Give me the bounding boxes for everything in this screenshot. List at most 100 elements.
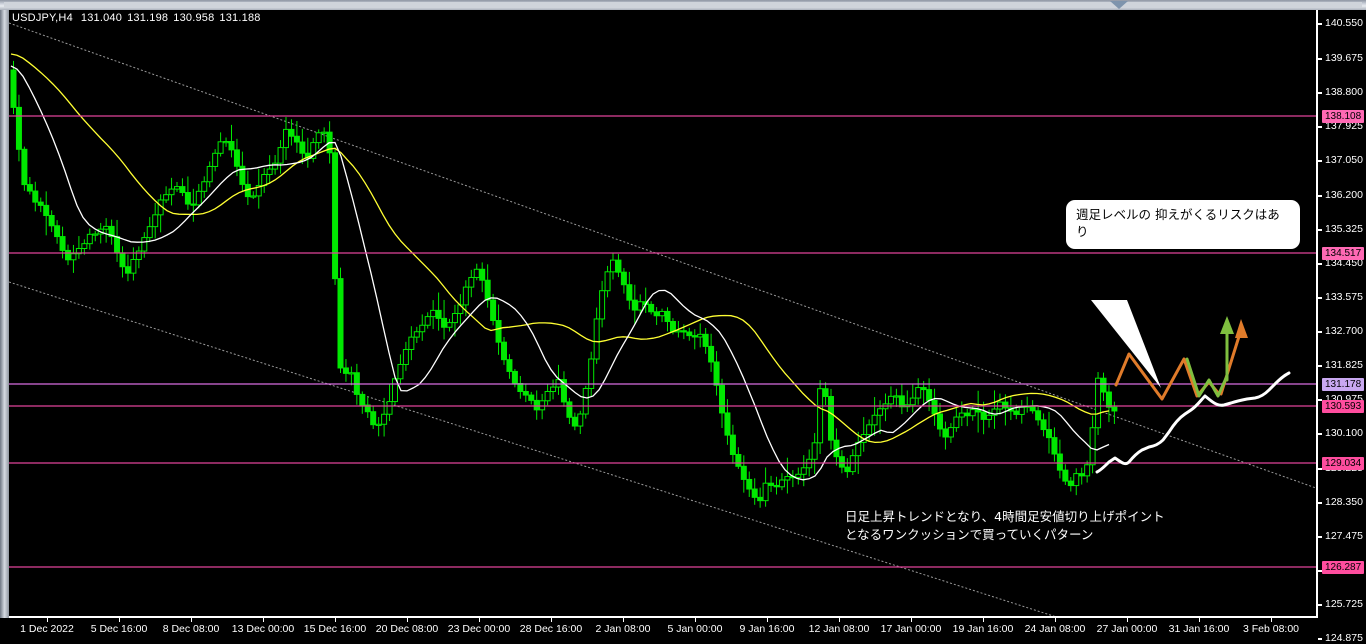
price-tick-mark <box>1318 92 1322 94</box>
candle-bearish <box>65 249 71 261</box>
candle-bullish <box>1018 406 1025 415</box>
freehand-forecast-line[interactable] <box>1095 371 1291 474</box>
strategy-note: 日足上昇トレンドとなり、4時間足安値切り上げポイントとなるワンクッションで買って… <box>845 508 1165 544</box>
left-rail <box>0 10 9 618</box>
candle-bearish <box>719 384 725 414</box>
candle-bearish <box>1056 453 1063 471</box>
chart-canvas <box>9 22 1316 616</box>
upper-trendline[interactable] <box>9 22 1316 489</box>
lower-trendline[interactable] <box>9 281 1316 616</box>
candle-bearish <box>1105 391 1112 408</box>
candle-bullish <box>272 162 279 170</box>
time-axis[interactable]: 1 Dec 2022 5 Dec 16:00 8 Dec 08:00 13 Dec 0… <box>9 618 1316 637</box>
projection-green-zigzag[interactable] <box>1185 357 1229 398</box>
candle-bearish <box>108 225 115 238</box>
price-level-badge[interactable]: 134.517 <box>1322 247 1365 260</box>
candle-bearish <box>479 268 486 281</box>
price-axis-separator <box>1316 10 1318 618</box>
candle-bearish <box>1100 377 1107 393</box>
candle-bullish <box>795 473 802 478</box>
price-tick-label: 130.100 <box>1325 427 1363 439</box>
candle-bullish <box>430 309 437 318</box>
chart-shift-marker-icon[interactable] <box>1110 1 1128 9</box>
projection-green-arrow-head-icon[interactable] <box>1220 316 1234 334</box>
candle-bullish <box>141 237 148 252</box>
price-tick-mark <box>1318 399 1322 401</box>
price-level-badge[interactable]: 130.593 <box>1322 400 1365 413</box>
price-level-badge[interactable]: 129.034 <box>1322 457 1365 470</box>
price-tick-label: 133.575 <box>1325 291 1363 303</box>
candle-bearish <box>54 225 61 238</box>
candle-bullish <box>392 378 398 403</box>
time-tick-label: 19 Jan 16:00 <box>952 623 1014 635</box>
candle-bullish <box>969 409 976 417</box>
price-tick: 130.100 <box>1318 427 1366 439</box>
time-tick-label: 28 Dec 16:00 <box>519 623 583 635</box>
candle-bearish <box>615 259 622 273</box>
candle-bearish <box>729 434 736 455</box>
price-tick: 138.800 <box>1318 86 1366 98</box>
projection-orange-arrow-head-icon[interactable] <box>1235 319 1248 338</box>
candle-bullish <box>784 476 791 481</box>
time-tick-mark <box>335 618 336 622</box>
candle-bullish <box>451 313 458 324</box>
moving-average-yellow[interactable] <box>10 53 1110 444</box>
price-tick-label: 128.350 <box>1325 496 1363 508</box>
price-tick-label: 134.450 <box>1325 257 1363 269</box>
candle-bearish <box>898 395 905 408</box>
candle-bearish <box>653 311 660 317</box>
candle-bearish <box>370 411 377 426</box>
price-level-badge[interactable]: 138.108 <box>1322 110 1365 123</box>
candle-bearish <box>1013 410 1020 415</box>
candle-bearish <box>686 331 693 337</box>
candle-bullish <box>163 194 170 201</box>
candle-bearish <box>228 141 235 151</box>
candle-bearish <box>59 236 66 251</box>
candle-bearish <box>10 69 17 108</box>
candle-bearish <box>48 215 55 227</box>
time-tick-label: 20 Dec 08:00 <box>375 623 439 635</box>
candle-bullish <box>408 336 415 350</box>
candle-bearish <box>184 192 191 205</box>
candle-bearish <box>522 391 529 396</box>
candle-bearish <box>506 359 513 372</box>
time-tick-label: 13 Dec 00:00 <box>231 623 295 635</box>
projection-orange-zigzag[interactable] <box>1114 352 1221 401</box>
candle-bullish <box>283 128 289 149</box>
candle-bullish <box>915 387 922 399</box>
candle-bearish <box>32 190 39 203</box>
candle-bullish <box>849 455 856 473</box>
candle-bullish <box>75 248 82 255</box>
candle-bullish <box>217 141 224 154</box>
price-tick-mark <box>1318 365 1322 367</box>
time-tick-mark <box>263 618 264 622</box>
candle-bearish <box>1111 406 1118 412</box>
candle-bearish <box>844 466 851 473</box>
scrollbar-track[interactable] <box>4 2 1362 8</box>
candle-bearish <box>920 387 927 391</box>
candle-bullish <box>953 416 960 429</box>
time-tick-label: 2 Jan 08:00 <box>595 623 651 635</box>
price-tick: 127.475 <box>1318 530 1366 542</box>
candle-bullish <box>610 259 616 273</box>
time-tick-mark <box>839 618 840 622</box>
moving-average-white[interactable] <box>10 65 1110 481</box>
candle-bullish <box>130 258 137 274</box>
price-axis[interactable]: 140.550 139.675 138.800 137.925 137.050 136.2… <box>1318 10 1366 644</box>
candle-bearish <box>1051 437 1058 455</box>
price-level-badge[interactable]: 131.178 <box>1322 378 1365 391</box>
risk-callout-bubble[interactable]: 週足レベルの 抑えがくるリスクはあり <box>1066 200 1300 249</box>
candle-bullish <box>697 333 704 338</box>
price-tick-label: 127.475 <box>1325 530 1363 542</box>
plot-area[interactable] <box>9 10 1316 616</box>
horizontal-scrollbar[interactable] <box>0 0 1366 10</box>
candle-bearish <box>691 335 698 338</box>
ohlc-value: 131.198 <box>127 12 169 24</box>
price-tick-mark <box>1318 23 1322 25</box>
time-tick-label: 12 Jan 08:00 <box>808 623 870 635</box>
candle-bearish <box>43 204 50 217</box>
time-tick-label: 5 Jan 00:00 <box>667 623 723 635</box>
candlestick-series[interactable] <box>10 60 1118 508</box>
price-level-badge[interactable]: 126.287 <box>1322 561 1365 574</box>
candle-bearish <box>757 496 764 502</box>
